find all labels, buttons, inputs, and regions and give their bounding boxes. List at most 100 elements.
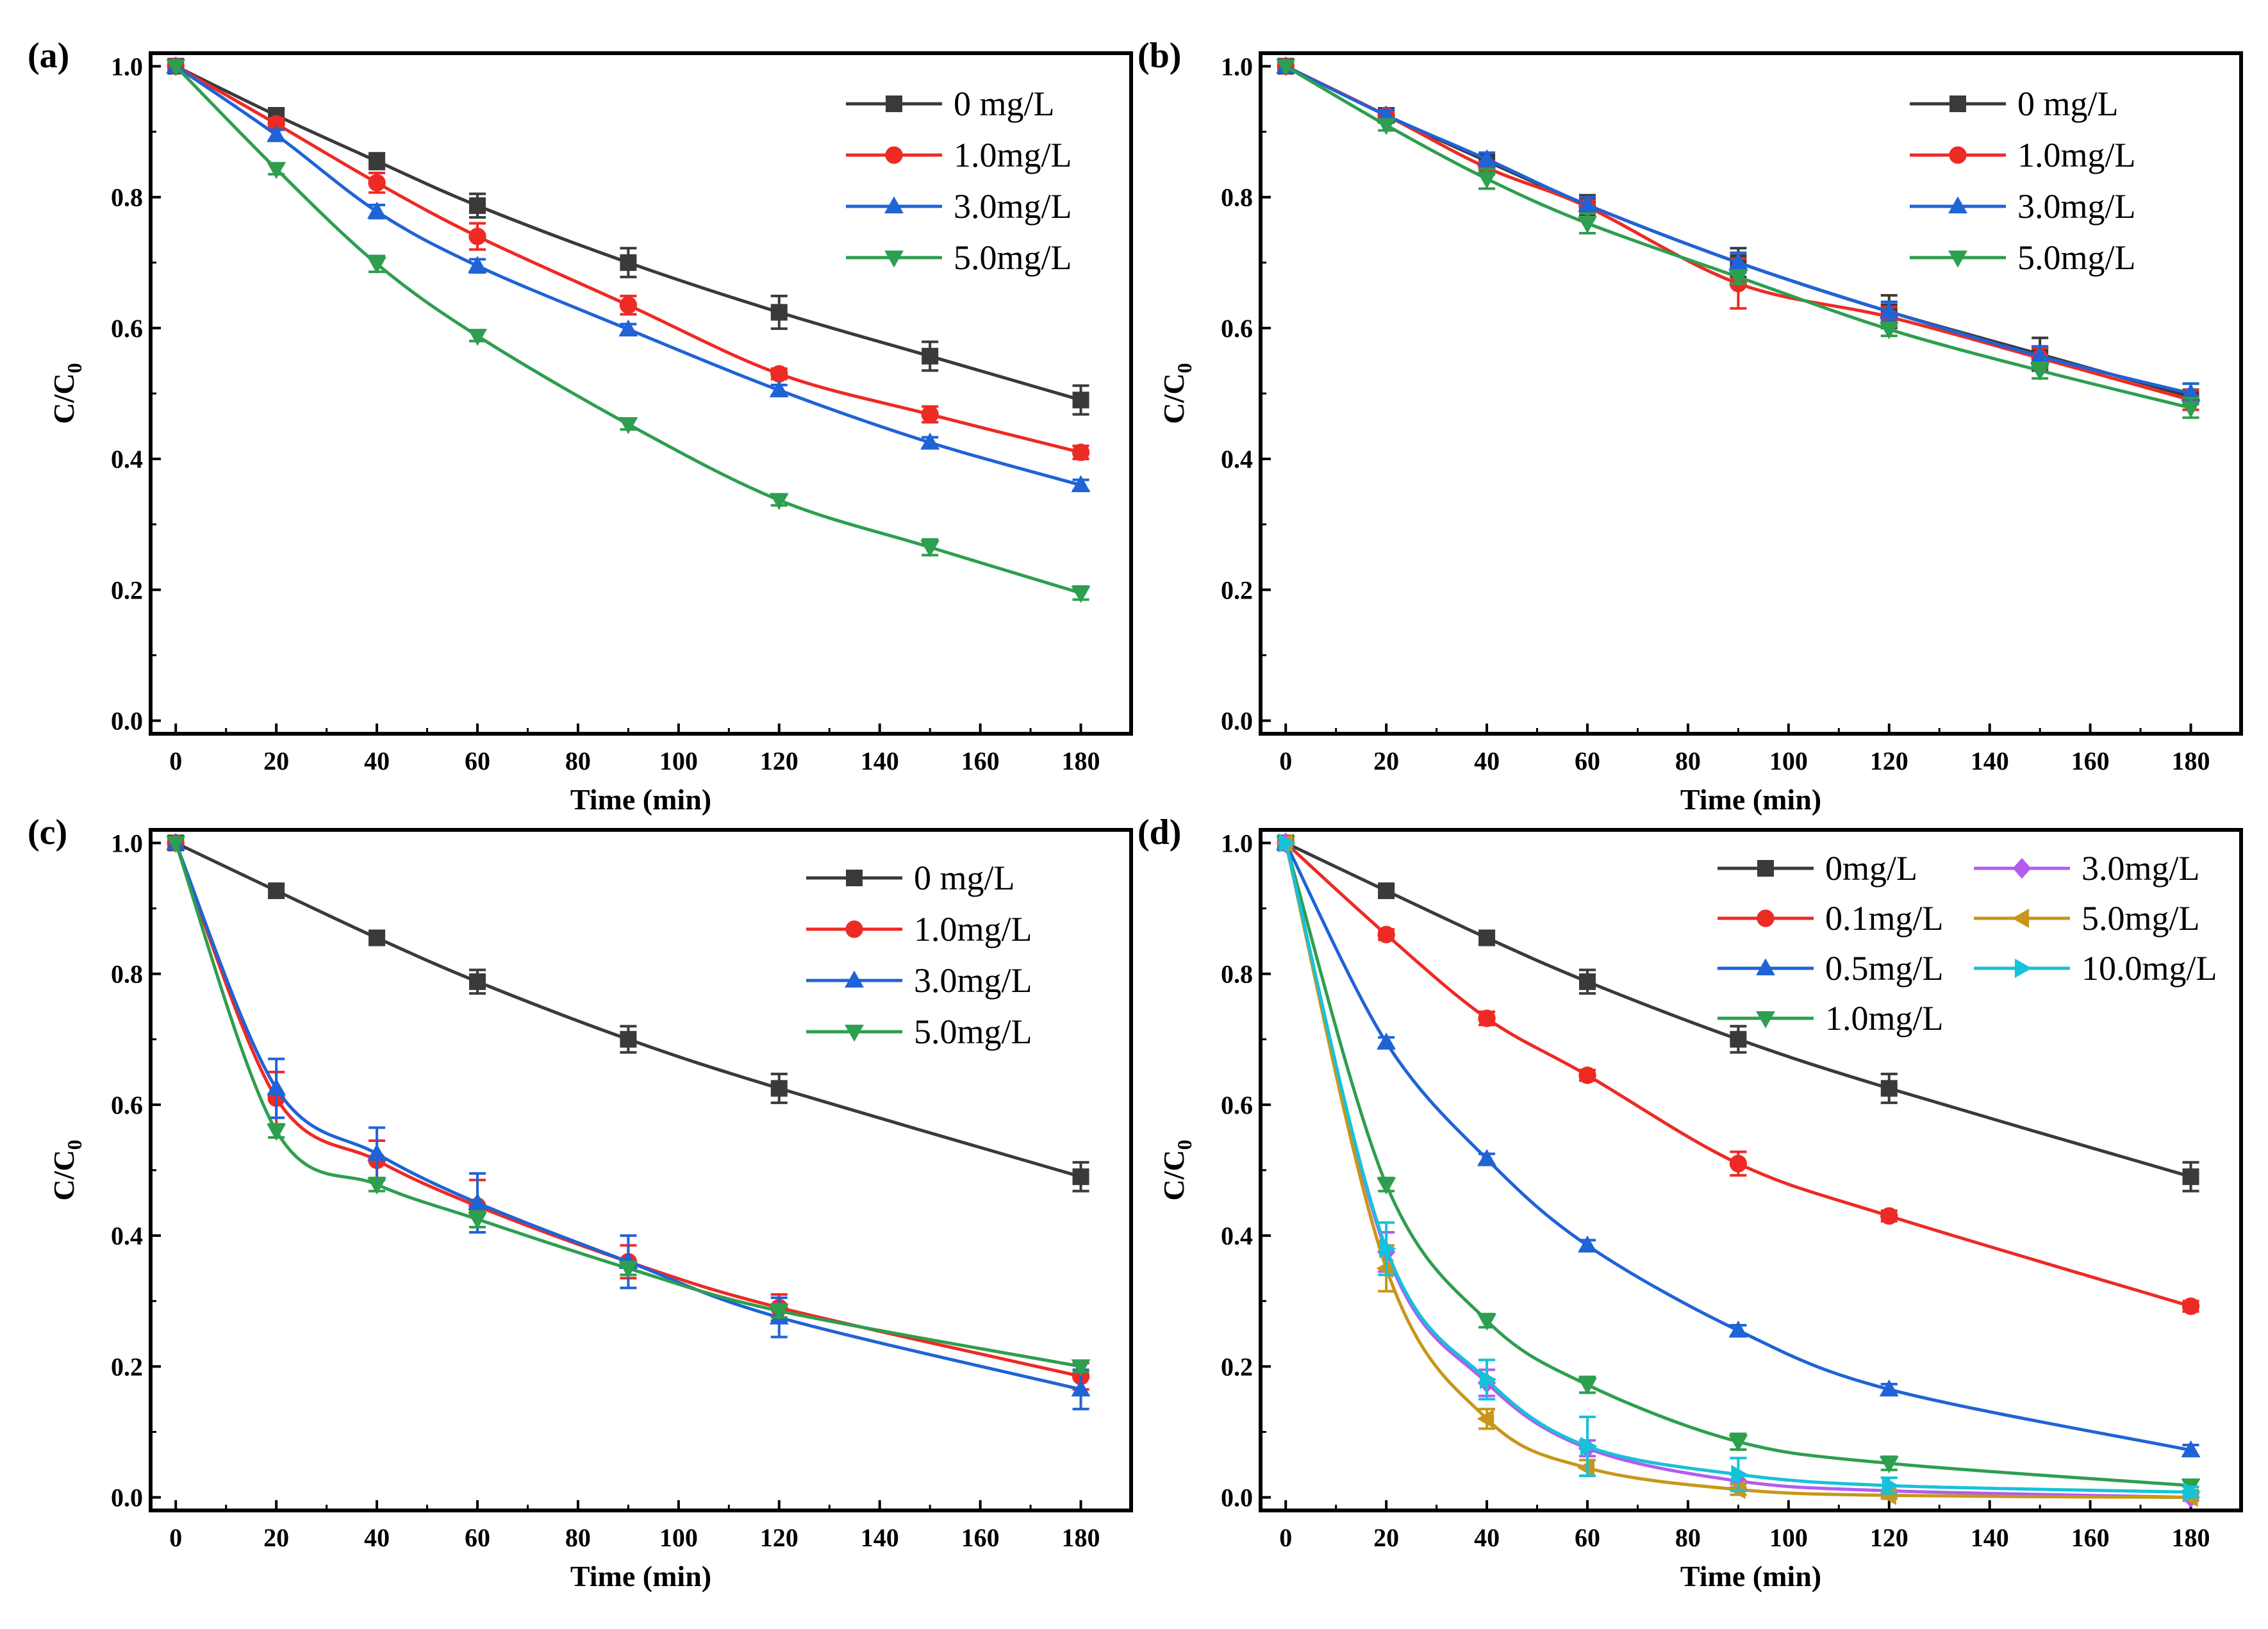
series-5-0mg-l — [166, 836, 1091, 1377]
legend-label: 0mg/L — [1825, 849, 1917, 888]
legend-marker — [886, 95, 902, 112]
data-point — [921, 406, 939, 424]
x-tick-label: 120 — [760, 747, 799, 775]
y-tick-label: 1.0 — [111, 52, 143, 81]
panel-label: (d) — [1138, 813, 1181, 852]
data-point — [468, 256, 487, 273]
data-point — [1728, 1320, 1748, 1338]
x-tick-label: 0 — [169, 747, 182, 775]
legend-label: 0 mg/L — [914, 859, 1015, 897]
data-point — [1730, 1030, 1747, 1048]
x-axis-title: Time (min) — [1680, 783, 1821, 816]
data-point — [2181, 401, 2201, 418]
data-point — [367, 256, 387, 274]
legend-marker — [1948, 250, 1967, 268]
legend-item: 1.0mg/L — [1718, 999, 1944, 1038]
legend-item: 3.0mg/L — [806, 961, 1032, 1000]
series-line — [1284, 842, 2191, 1500]
y-tick-label: 0.2 — [111, 575, 143, 604]
data-point — [1379, 1239, 1396, 1259]
x-tick-label: 120 — [1870, 1523, 1908, 1552]
data-point — [468, 1193, 487, 1211]
panel-c: 0 20 40 60 80 100 120 140 160 180 0.0 0.2 0.4 0.6 0.8 1… — [28, 813, 1133, 1592]
data-point — [769, 493, 789, 511]
x-tick-label: 160 — [961, 1523, 1000, 1552]
data-point — [1477, 1313, 1497, 1331]
legend: 0 mg/L 1.0mg/L 3.0mg/L 5.0mg/L — [1910, 85, 2136, 277]
y-tick-label: 1.0 — [1221, 52, 1253, 81]
data-point — [368, 929, 386, 947]
data-point — [1477, 1409, 1494, 1428]
y-axis-title: C/C0 — [1157, 363, 1196, 424]
legend: 0 mg/L 1.0mg/L 3.0mg/L 5.0mg/L — [846, 85, 1072, 277]
data-point — [770, 304, 788, 321]
data-point — [1578, 195, 1597, 212]
x-tick-label: 160 — [2071, 747, 2110, 775]
data-point — [1071, 586, 1091, 604]
x-tick-label: 180 — [2172, 1523, 2210, 1552]
y-tick-label: 0.6 — [111, 1091, 143, 1120]
x-tick-label: 180 — [1062, 1523, 1100, 1552]
legend-marker — [845, 1024, 864, 1042]
data-point — [1378, 882, 1395, 899]
legend-label: 5.0mg/L — [2017, 238, 2136, 277]
y-axis-title-main: C/C — [1157, 373, 1190, 424]
data-point — [1478, 1009, 1496, 1027]
x-tick-label: 140 — [1971, 1523, 2009, 1552]
data-point — [770, 365, 788, 383]
y-tick-label: 0.4 — [1221, 1221, 1253, 1250]
y-axis-title-subscript: 0 — [63, 363, 86, 373]
legend-marker — [846, 870, 863, 886]
y-tick-label: 0.4 — [111, 445, 143, 474]
data-point — [1731, 1464, 1748, 1484]
data-point — [1579, 973, 1596, 990]
data-point — [1728, 1480, 1746, 1500]
legend-item: 0 mg/L — [1910, 85, 2119, 123]
legend-label: 3.0mg/L — [2017, 187, 2136, 226]
y-tick-label: 0.4 — [1221, 445, 1253, 474]
y-axis-title-subscript: 0 — [1173, 363, 1196, 373]
legend-marker — [884, 196, 904, 214]
y-tick-label: 0.0 — [1221, 1484, 1253, 1512]
legend-marker — [845, 970, 864, 988]
y-tick-label: 0.8 — [111, 183, 143, 212]
legend-label: 5.0mg/L — [954, 238, 1072, 277]
data-point — [1072, 392, 1089, 409]
y-axis-title-subscript: 0 — [63, 1139, 86, 1150]
series-5-0mg-l — [1276, 59, 2201, 419]
data-point — [618, 319, 638, 336]
legend-label: 10.0mg/L — [2082, 949, 2217, 988]
legend-marker — [845, 920, 863, 938]
data-point — [267, 125, 286, 142]
y-tick-label: 0.2 — [1221, 1352, 1253, 1381]
data-point — [1477, 149, 1497, 167]
panel-label: (c) — [28, 813, 67, 852]
data-point — [1072, 1168, 1089, 1186]
x-tick-label: 40 — [364, 747, 390, 775]
data-point — [468, 329, 487, 346]
x-tick-label: 40 — [364, 1523, 390, 1552]
data-point — [1578, 1377, 1597, 1395]
data-point — [2181, 1440, 2201, 1458]
plot-frame — [149, 828, 1133, 1512]
x-tick-label: 100 — [659, 747, 698, 775]
panel-b: 0 20 40 60 80 100 120 140 160 180 0.0 0.2 0.4 0.6 0.8 1… — [1138, 36, 2243, 816]
panel-label: (a) — [28, 36, 69, 76]
y-axis-title: C/C0 — [47, 363, 86, 424]
legend-item: 5.0mg/L — [1910, 238, 2136, 277]
y-tick-label: 0.8 — [111, 960, 143, 989]
x-tick-label: 140 — [1971, 747, 2009, 775]
x-tick-label: 180 — [1062, 747, 1100, 775]
series-line — [174, 842, 1081, 1368]
plot-frame — [149, 51, 1133, 736]
y-axis-title: C/C0 — [47, 1139, 86, 1200]
legend-marker — [1949, 146, 1967, 164]
x-tick-label: 40 — [1474, 1523, 1500, 1552]
data-point — [1071, 1379, 1091, 1397]
series-line — [1284, 65, 2192, 409]
data-point — [469, 973, 486, 990]
x-tick-label: 160 — [2071, 1523, 2110, 1552]
legend-label: 1.0mg/L — [954, 136, 1072, 174]
data-point — [1880, 1207, 1898, 1225]
